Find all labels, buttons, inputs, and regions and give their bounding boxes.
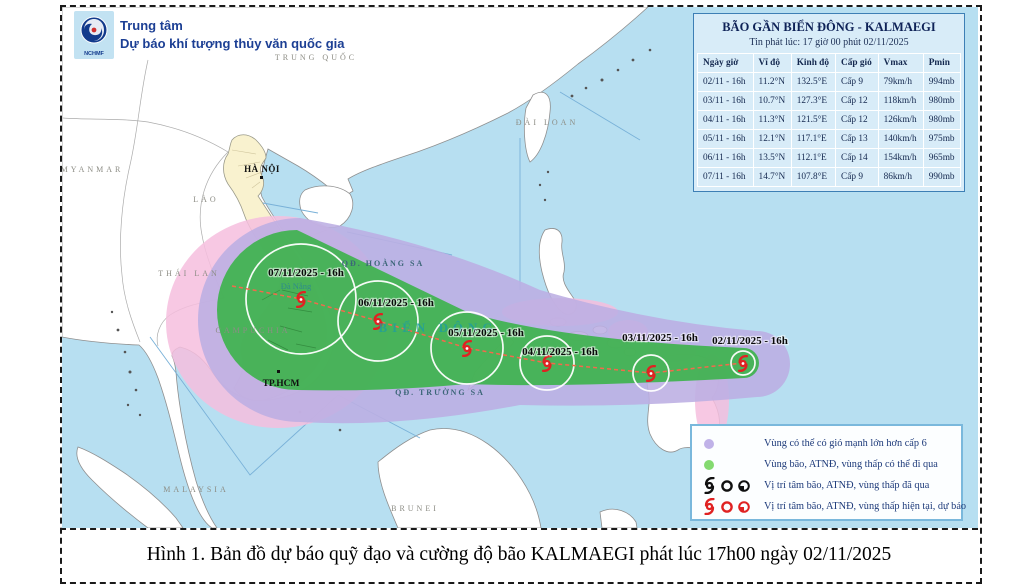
label-dai-loan: ĐÀI LOAN	[516, 117, 578, 127]
date-label-04-11: 04/11/2025 - 16h	[522, 346, 598, 358]
past-half-circle-icon	[738, 479, 750, 492]
outer-dashed-frame	[60, 5, 982, 584]
track-date-labels: 07/11/2025 - 16h 06/11/2025 - 16h 05/11/…	[267, 266, 789, 359]
forecast-row: 07/11 - 16h 14.7°N 107.8°E Cấp 9 86km/h 990mb	[697, 167, 962, 187]
forecast-cell: 13.5°N	[752, 148, 792, 168]
past-circle-icon	[721, 479, 733, 492]
landmass-borneo	[377, 428, 542, 528]
forecast-cell: 04/11 - 16h	[697, 110, 754, 130]
label-myanmar: MYANMAR	[62, 165, 123, 174]
green-area-dot-icon	[704, 459, 714, 470]
storm-passage-zone-green	[217, 230, 759, 391]
current-half-circle-icon	[738, 500, 750, 513]
legend-label: Vị trí tâm bão, ATNĐ, vùng thấp đã qua	[764, 480, 930, 491]
forecast-cell: 86km/h	[877, 167, 924, 187]
forecast-cell: 965mb	[922, 148, 962, 168]
figure-caption-box: Hình 1. Bản đồ dự báo quỹ đạo và cường đ…	[60, 528, 978, 580]
org-name-line1: Trung tâm	[120, 18, 183, 33]
forecast-cell: 07/11 - 16h	[697, 167, 754, 187]
uncertainty-circles	[245, 243, 756, 392]
legend-row-past-positions: Vị trí tâm bão, ATNĐ, vùng thấp đã qua	[702, 475, 955, 496]
forecast-cell: 14.7°N	[752, 167, 792, 187]
purple-area-dot-icon	[704, 438, 714, 449]
vietnam-province-lines	[231, 149, 263, 189]
forecast-row: 05/11 - 16h 12.1°N 117.1°E Cấp 13 140km/h 975…	[697, 129, 962, 149]
table-col-header: Ngày giờ	[697, 53, 754, 73]
forecast-row: 02/11 - 16h 11.2°N 132.5°E Cấp 9 79km/h 994mb	[697, 72, 962, 92]
logo-text: NCHMF	[84, 51, 104, 57]
forecast-cell: 140km/h	[877, 129, 924, 149]
table-title: BÃO GẦN BIỂN ĐÔNG - KALMAEGI	[722, 20, 936, 34]
legend-label: Vị trí tâm bão, ATNĐ, vùng thấp hiện tại…	[764, 501, 967, 512]
forecast-cell: 11.2°N	[752, 72, 792, 92]
legend-row-storm-area: Vùng bão, ATNĐ, vùng thấp có thể đi qua	[702, 454, 955, 475]
forecast-cell: 05/11 - 16h	[697, 129, 754, 149]
table-body: 02/11 - 16h 11.2°N 132.5°E Cấp 9 79km/h 994mb…	[697, 72, 962, 187]
forecast-cell: 994mb	[922, 72, 962, 92]
legend-label: Vùng có thể có gió mạnh lớn hơn cấp 6	[764, 438, 927, 449]
label-trung-quoc: TRUNG QUỐC	[275, 52, 357, 62]
table-col-header: Vĩ độ	[752, 53, 792, 73]
forecast-cell: 980mb	[922, 110, 962, 130]
label-hoang-sa: QĐ. HOÀNG SA	[342, 258, 424, 268]
label-tphcm: TP.HCM	[263, 379, 300, 389]
ha-noi-marker	[260, 176, 263, 179]
forecast-cell: Cấp 13	[835, 129, 879, 149]
legend-row-current-positions: Vị trí tâm bão, ATNĐ, vùng thấp hiện tại…	[702, 496, 966, 517]
org-name-line2: Dự báo khí tượng thủy văn quốc gia	[120, 36, 345, 51]
legend-label: Vùng bão, ATNĐ, vùng thấp có thể đi qua	[764, 459, 938, 470]
table-header-row: Ngày giờ Vĩ độ Kinh độ Cấp gió Vmax Pmin	[697, 53, 962, 73]
forecast-cell: 154km/h	[877, 148, 924, 168]
forecast-cell: 12.1°N	[752, 129, 792, 149]
forecast-row: 04/11 - 16h 11.3°N 121.5°E Cấp 12 126km/h 980…	[697, 110, 962, 130]
date-label-03-11: 03/11/2025 - 16h	[622, 332, 698, 344]
label-bien-dong: BIỂN ĐÔNG	[378, 320, 497, 335]
island-specks	[110, 48, 652, 432]
date-label-05-11: 05/11/2025 - 16h	[448, 327, 524, 339]
forecast-cell: Cấp 9	[835, 72, 879, 92]
forecast-cell: 990mb	[922, 167, 962, 187]
label-malaysia: MALAYSIA	[163, 485, 229, 494]
landmass-sumatra	[76, 446, 184, 528]
table-col-header: Cấp gió	[835, 53, 879, 73]
map-legend: Vùng có thể có gió mạnh lớn hơn cấp 6 Vù…	[690, 424, 966, 521]
label-lao: LÀO	[193, 194, 218, 204]
date-label-07-11: 07/11/2025 - 16h	[268, 267, 344, 279]
figure-caption: Hình 1. Bản đồ dự báo quỹ đạo và cường đ…	[146, 544, 892, 565]
label-campuchia: CAMPUCHIA	[215, 326, 290, 335]
forecast-table-panel: BÃO GẦN BIỂN ĐÔNG - KALMAEGI Tin phát lú…	[693, 13, 965, 192]
nchmf-logo: NCHMF	[74, 11, 114, 59]
map-labels: TRUNG QUỐC MYANMAR LÀO HÀ NỘI THÁI LAN C…	[62, 52, 578, 513]
table-col-header: Pmin	[922, 53, 962, 73]
forecast-cell: 121.5°E	[790, 110, 837, 130]
forecast-cell: 117.1°E	[790, 129, 837, 149]
legend-row-wind-area: Vùng có thể có gió mạnh lớn hơn cấp 6	[702, 433, 955, 454]
label-truong-sa: QĐ. TRƯỜNG SA	[395, 387, 485, 397]
date-label-06-11: 06/11/2025 - 16h	[358, 297, 434, 309]
terrain-lines-in-zone	[261, 289, 317, 351]
forecast-cell: 107.8°E	[790, 167, 837, 187]
label-da-nang: Đà Nẵng	[281, 281, 312, 291]
date-label-02-11: 02/11/2025 - 16h	[712, 335, 788, 347]
label-brunei: BRUNEI	[391, 504, 439, 513]
table-subtitle: Tin phát lúc: 17 giờ 00 phút 02/11/2025	[749, 37, 909, 48]
forecast-cell: 980mb	[922, 91, 962, 111]
forecast-cell: Cấp 12	[835, 91, 879, 111]
tphcm-marker	[277, 370, 280, 373]
label-thai-lan: THÁI LAN	[158, 268, 220, 278]
label-ha-noi: HÀ NỘI	[244, 164, 280, 174]
table-col-header: Kinh độ	[790, 53, 837, 73]
forecast-cell: 79km/h	[877, 72, 924, 92]
current-circle-icon	[721, 500, 733, 513]
landmass-taiwan	[523, 91, 551, 163]
forecast-table: Ngày giờ Vĩ độ Kinh độ Cấp gió Vmax Pmin 02/1…	[697, 53, 962, 187]
org-header: Trung tâm Dự báo khí tượng thủy văn quốc…	[120, 17, 345, 53]
forecast-cell: 127.3°E	[790, 91, 837, 111]
forecast-cell: Cấp 9	[835, 167, 879, 187]
